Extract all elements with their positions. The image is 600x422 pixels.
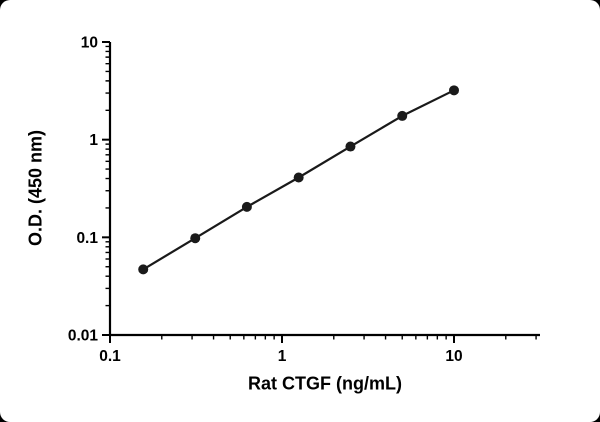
x-tick-label: 10: [445, 348, 462, 365]
data-point: [449, 85, 460, 96]
data-point: [345, 141, 356, 152]
data-point: [241, 201, 252, 212]
data-point: [138, 264, 149, 275]
data-point: [397, 110, 408, 121]
data-point: [190, 233, 201, 244]
data-point: [293, 172, 304, 183]
x-axis-title: Rat CTGF (ng/mL): [248, 373, 402, 394]
y-axis-title: O.D. (450 nm): [25, 129, 46, 247]
y-tick-label: 1: [89, 132, 98, 149]
y-tick-label: 0.1: [76, 230, 98, 247]
x-tick-label: 0.1: [99, 348, 121, 365]
y-tick-label: 0.01: [68, 328, 99, 345]
y-tick-label: 10: [81, 35, 98, 52]
x-tick-label: 1: [278, 348, 287, 365]
